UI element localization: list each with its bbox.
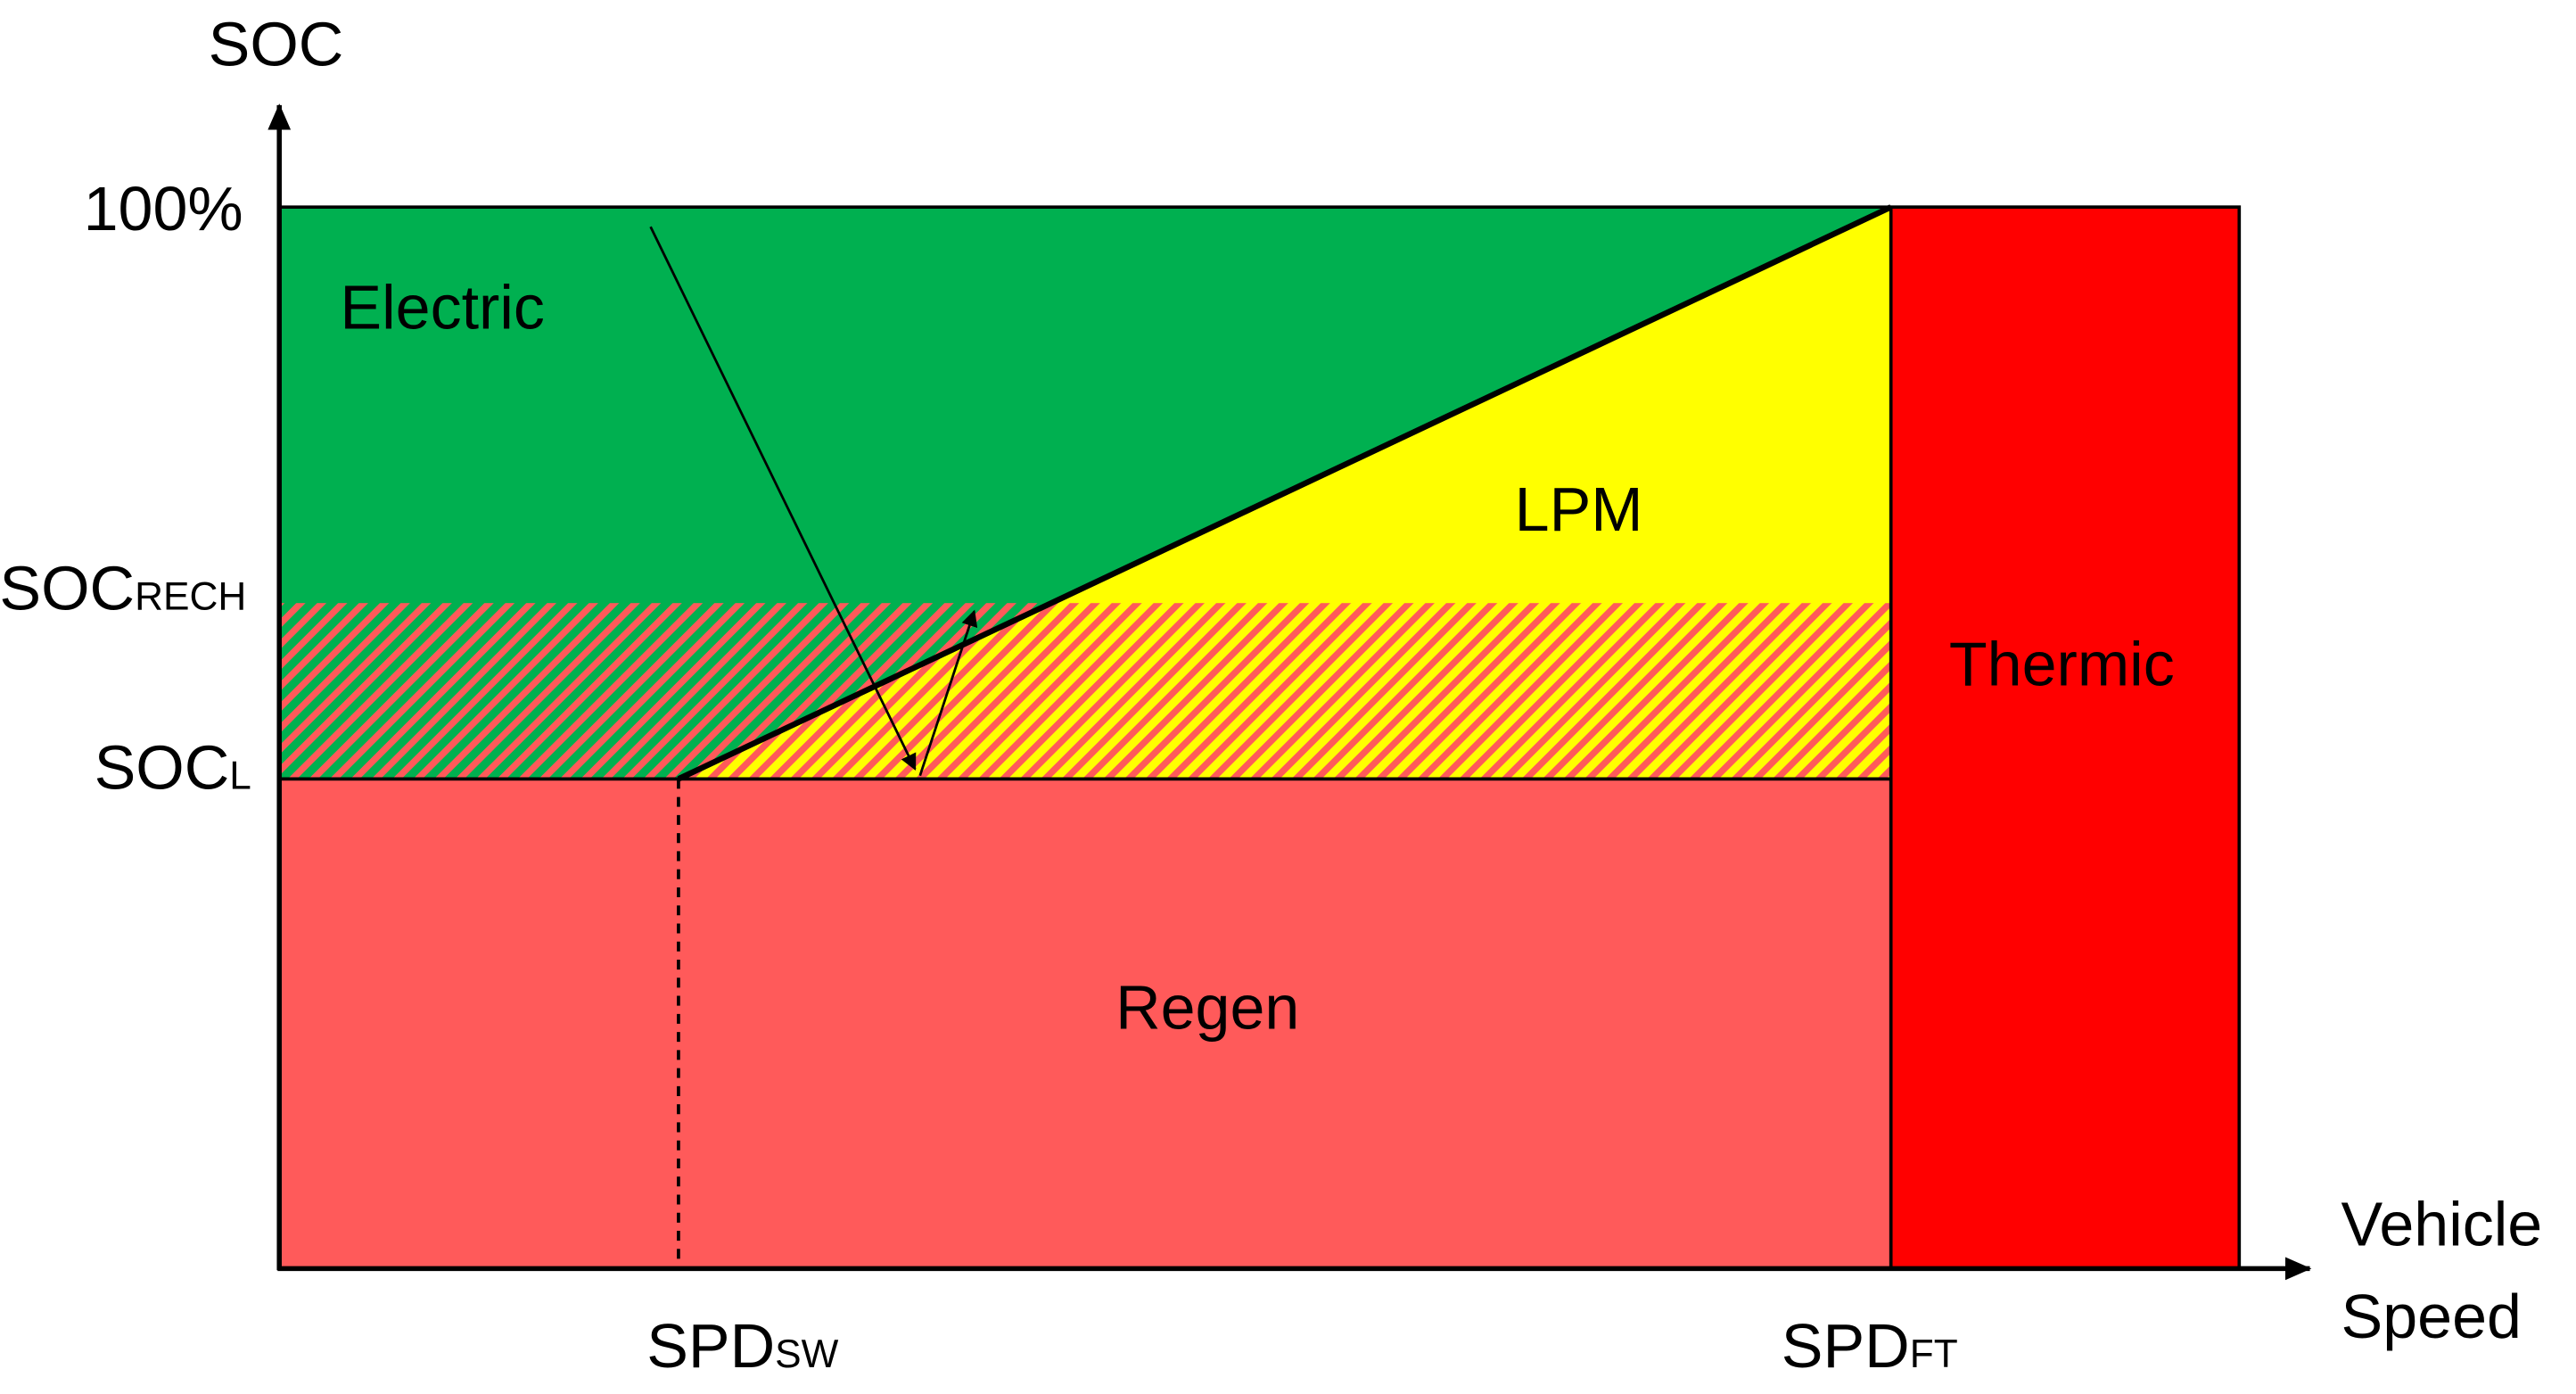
label-sub: RECH: [135, 575, 246, 619]
y-axis-title: SOC: [209, 10, 344, 79]
thermic-region: [1889, 205, 2242, 1271]
label-main: SPD: [1782, 1311, 1910, 1381]
x-level-label: SPDSW: [646, 1311, 838, 1381]
y-level-label: SOCL: [95, 732, 251, 802]
label-sub: SW: [775, 1332, 838, 1376]
diagonal-line: [677, 204, 1893, 782]
label-main: SOC: [95, 732, 230, 802]
y-level-label: SOCRECH: [0, 554, 246, 623]
x-axis-title: Vehicle: [2341, 1190, 2543, 1259]
label-sub: L: [229, 754, 251, 797]
label-sub: FT: [1910, 1332, 1958, 1376]
trajectory-arrow: [918, 609, 978, 777]
label-main: SOC: [0, 554, 135, 623]
region-label: Thermic: [1949, 629, 2175, 698]
regen-region: [279, 779, 1891, 1269]
region-label: Electric: [340, 273, 544, 342]
trajectory-arrow: [649, 226, 917, 771]
hysteresis-band: [279, 603, 1891, 779]
y-level-label: 100%: [84, 174, 243, 243]
x-level-label: SPDFT: [1782, 1311, 1958, 1381]
x-axis-title: Speed: [2341, 1282, 2522, 1351]
region-label: Regen: [1115, 972, 1299, 1042]
label-main: SPD: [646, 1311, 775, 1381]
region-label: LPM: [1515, 474, 1643, 544]
